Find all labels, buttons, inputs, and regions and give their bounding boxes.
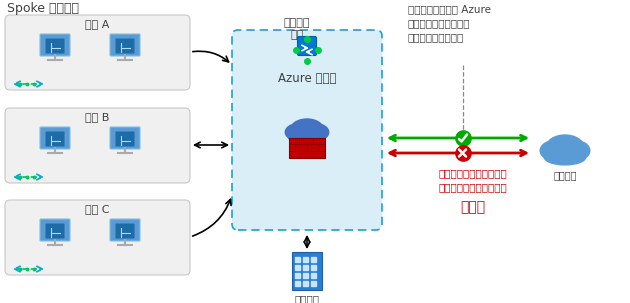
Bar <box>295 265 300 270</box>
Ellipse shape <box>546 135 584 161</box>
Text: Azure 防火牆: Azure 防火牆 <box>278 72 336 85</box>
Text: 輪轂 B: 輪轂 B <box>85 112 110 122</box>
Text: 輪轂 C: 輪轂 C <box>85 204 110 214</box>
Text: Spoke 虛擬網路: Spoke 虛擬網路 <box>7 2 79 15</box>
FancyBboxPatch shape <box>115 132 134 146</box>
FancyBboxPatch shape <box>45 38 64 54</box>
Text: 網路: 網路 <box>290 30 304 40</box>
FancyBboxPatch shape <box>45 224 64 238</box>
Text: 輪轂 A: 輪轂 A <box>85 19 110 29</box>
FancyBboxPatch shape <box>5 108 190 183</box>
Text: 預設情況下，系統會拒絕: 預設情況下，系統會拒絕 <box>438 168 507 178</box>
Bar <box>295 273 300 278</box>
FancyBboxPatch shape <box>115 224 134 238</box>
Ellipse shape <box>305 124 329 141</box>
FancyBboxPatch shape <box>297 36 316 55</box>
Ellipse shape <box>289 131 325 144</box>
Bar <box>311 273 316 278</box>
Ellipse shape <box>544 149 586 165</box>
FancyBboxPatch shape <box>45 132 64 146</box>
FancyBboxPatch shape <box>40 34 70 56</box>
FancyBboxPatch shape <box>110 219 140 241</box>
Text: 和其他原則設定而定: 和其他原則設定而定 <box>408 32 464 42</box>
Text: 中淡虛擬: 中淡虛擬 <box>284 18 310 28</box>
FancyBboxPatch shape <box>40 219 70 241</box>
Bar <box>289 138 325 158</box>
FancyBboxPatch shape <box>5 15 190 90</box>
FancyBboxPatch shape <box>5 200 190 275</box>
Text: 內部部署: 內部部署 <box>294 294 319 303</box>
Bar <box>303 257 308 262</box>
Text: 防火牆規則、威請情報: 防火牆規則、威請情報 <box>408 18 471 28</box>
Bar <box>303 273 308 278</box>
Ellipse shape <box>285 124 309 141</box>
Bar <box>292 252 322 290</box>
Ellipse shape <box>563 141 590 160</box>
Bar <box>311 265 316 270</box>
Bar <box>303 281 308 286</box>
Bar <box>295 257 300 262</box>
Bar <box>311 257 316 262</box>
FancyBboxPatch shape <box>115 38 134 54</box>
Bar <box>311 281 316 286</box>
FancyBboxPatch shape <box>40 127 70 149</box>
FancyBboxPatch shape <box>110 34 140 56</box>
Ellipse shape <box>540 141 568 160</box>
Text: 的流量: 的流量 <box>460 200 485 214</box>
Text: 網際網路: 網際網路 <box>553 170 576 180</box>
Bar <box>295 281 300 286</box>
Bar <box>303 265 308 270</box>
FancyBboxPatch shape <box>232 30 382 230</box>
FancyBboxPatch shape <box>110 127 140 149</box>
Text: 所有連入和連出網際網路: 所有連入和連出網際網路 <box>438 182 507 192</box>
Ellipse shape <box>290 119 324 141</box>
Text: 允許的流量會根據 Azure: 允許的流量會根據 Azure <box>408 4 491 14</box>
